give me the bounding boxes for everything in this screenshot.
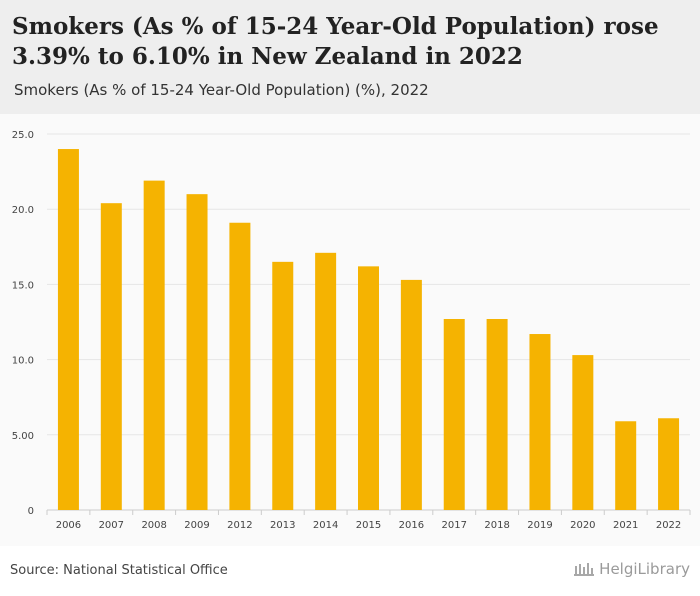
- y-tick-label: 15.0: [12, 280, 34, 291]
- x-tick-label: 2006: [56, 520, 81, 531]
- bar: [57, 149, 79, 510]
- x-tick-label: 2015: [356, 520, 381, 531]
- x-tick-label: 2018: [484, 520, 509, 531]
- x-tick-label: 2022: [656, 520, 681, 531]
- x-tick-label: 2020: [570, 520, 595, 531]
- bar: [529, 334, 551, 510]
- y-tick-label: 25.0: [12, 130, 34, 141]
- chart-title: Smokers (As % of 15-24 Year-Old Populati…: [12, 13, 659, 70]
- y-tick-label: 0: [28, 506, 34, 517]
- bar: [229, 222, 251, 510]
- bar: [443, 318, 465, 510]
- bar: [272, 261, 294, 510]
- source-note: Source: National Statistical Office: [10, 563, 228, 578]
- x-tick-label: 2016: [399, 520, 424, 531]
- bar: [400, 279, 422, 510]
- plot-area: 0 5.00 10.0 15.0 20.0 25.0 2006 2007 2008 2009 201…: [0, 114, 700, 546]
- bar: [572, 355, 594, 510]
- helgilibrary-logo: HelgiLibrary: [573, 560, 690, 578]
- bar: [315, 252, 337, 511]
- bar: [143, 180, 165, 510]
- bar: [100, 203, 122, 510]
- x-tick-label: 2013: [270, 520, 295, 531]
- y-tick-label: 5.00: [12, 431, 34, 442]
- bar: [358, 266, 379, 510]
- bar: [615, 421, 637, 510]
- logo-text: HelgiLibrary: [599, 560, 690, 578]
- bar-chart: 0 5.00 10.0 15.0 20.0 25.0 2006 2007 2008 2009 201…: [12, 130, 691, 531]
- x-tick-label: 2008: [141, 520, 166, 531]
- header-band: Smokers (As % of 15-24 Year-Old Populati…: [0, 0, 700, 114]
- x-tick-label: 2017: [442, 520, 467, 531]
- chart-subtitle: Smokers (As % of 15-24 Year-Old Populati…: [14, 81, 429, 99]
- x-tick-label: 2019: [527, 520, 552, 531]
- bar: [186, 194, 208, 510]
- bar: [658, 418, 680, 510]
- x-tick-label: 2007: [99, 520, 124, 531]
- y-tick-label: 20.0: [12, 205, 34, 216]
- bar: [486, 318, 508, 510]
- x-tick-label: 2021: [613, 520, 638, 531]
- y-tick-label: 10.0: [12, 356, 34, 367]
- x-tick-label: 2012: [227, 520, 252, 531]
- x-tick-label: 2009: [184, 520, 209, 531]
- x-tick-label: 2014: [313, 520, 338, 531]
- library-icon: [574, 563, 595, 576]
